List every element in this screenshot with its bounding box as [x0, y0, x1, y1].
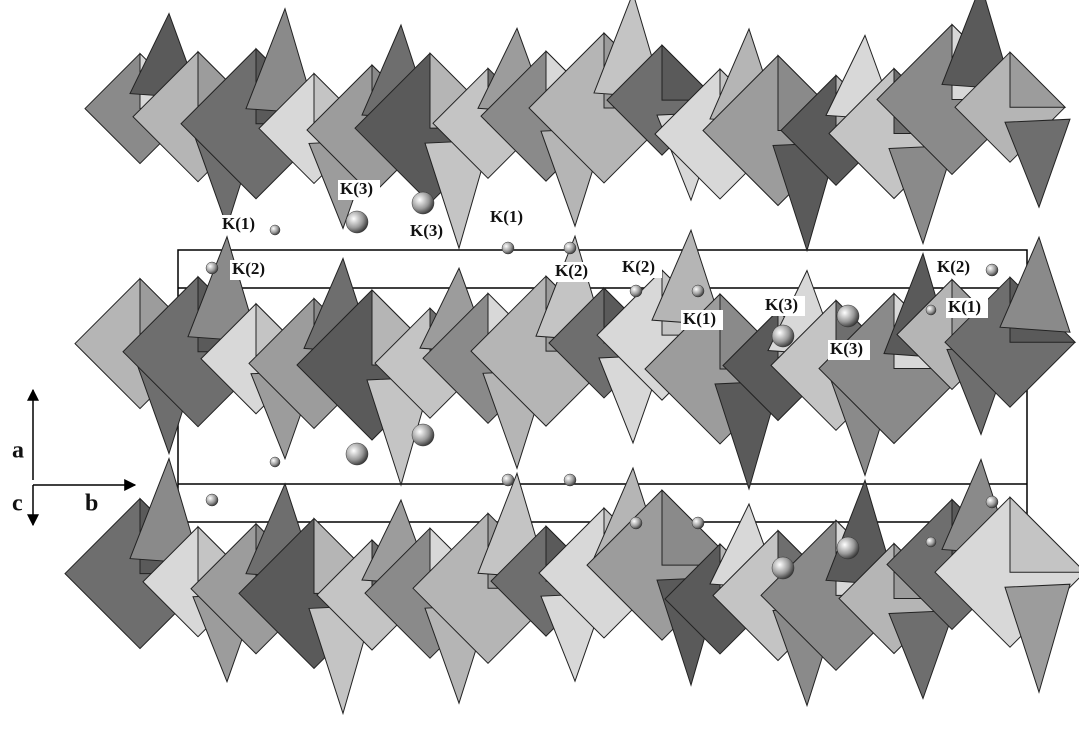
k-atom [346, 211, 368, 233]
k-atom [502, 474, 514, 486]
k-atom [630, 517, 642, 529]
atom-label: K(3) [830, 339, 863, 358]
k-atom [837, 305, 859, 327]
octahedron-face [1010, 497, 1079, 572]
atom-label: K(1) [683, 309, 716, 328]
k-atom [270, 457, 280, 467]
atom-label: K(2) [622, 257, 655, 276]
axis-label: c [12, 491, 23, 517]
k-atom [926, 537, 936, 547]
k-atom [986, 496, 998, 508]
polyhedra [65, 0, 1079, 713]
atom-label: K(2) [937, 257, 970, 276]
atom-label: K(3) [340, 179, 373, 198]
k-atom [564, 474, 576, 486]
atom-label: K(2) [555, 261, 588, 280]
k-atom [412, 424, 434, 446]
atom-label: K(3) [410, 221, 443, 240]
k-atom [772, 557, 794, 579]
k-atom [564, 242, 576, 254]
k-atom [772, 325, 794, 347]
k-atom [206, 494, 218, 506]
octahedron-face [1010, 52, 1065, 107]
atom-label: K(2) [232, 259, 265, 278]
k-atom [692, 285, 704, 297]
tetrahedron [1005, 119, 1070, 207]
k-atom [502, 242, 514, 254]
atom-label: K(1) [222, 214, 255, 233]
structure-diagram: a c b K(1) K(3) K(3) K(1) K(2) K(2) K(2) K(1) K(… [0, 0, 1079, 754]
k-atom [270, 225, 280, 235]
axes [33, 390, 135, 525]
axis-label: a [12, 438, 24, 464]
k-atom [837, 537, 859, 559]
k-atom [692, 517, 704, 529]
tetrahedron [889, 611, 954, 699]
atom-label: K(3) [765, 295, 798, 314]
k-atom [986, 264, 998, 276]
k-atom [346, 443, 368, 465]
k-atom [206, 262, 218, 274]
axis-label: b [85, 491, 98, 517]
k-atom [926, 305, 936, 315]
atom-label: K(1) [948, 297, 981, 316]
k-atom [630, 285, 642, 297]
atom-label: K(1) [490, 207, 523, 226]
k-atom [412, 192, 434, 214]
